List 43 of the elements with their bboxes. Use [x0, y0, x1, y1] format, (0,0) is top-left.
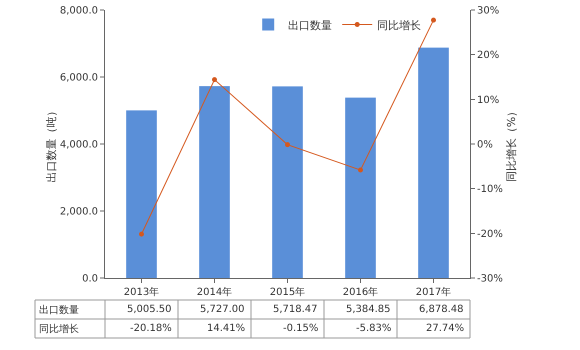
bar	[418, 48, 449, 278]
y2-tick-label: -30%	[477, 274, 503, 284]
x-tick-label: 2015年	[270, 286, 306, 298]
y2-axis-title: 同比增长（%）	[504, 106, 518, 182]
data-label: -5.83%	[356, 323, 392, 334]
data-label: 27.74%	[426, 323, 464, 334]
data-label: 5,384.85	[346, 304, 391, 315]
y-tick-label: 4,000.0	[60, 140, 98, 150]
text: 出口数量	[39, 305, 79, 316]
legend-label: 出口数量	[288, 18, 332, 32]
point	[358, 168, 363, 173]
bar	[199, 86, 230, 278]
y2-tick-label: -10%	[477, 184, 503, 196]
y-tick-label: 0.0	[82, 274, 98, 284]
y2-tick-label: 30%	[477, 6, 500, 16]
y-tick-label: 6,000.0	[60, 72, 98, 84]
data-label: 14.41%	[207, 323, 246, 334]
data-label: 6,878.48	[419, 304, 464, 315]
data-label: 5,718.47	[273, 304, 318, 315]
bar	[272, 86, 303, 278]
point	[431, 18, 436, 23]
y2-tick-label: 10%	[477, 94, 500, 106]
data-label: -0.15%	[283, 323, 318, 334]
legend-label: 同比增长	[377, 18, 422, 32]
bar	[126, 110, 157, 278]
y2-tick-label: 20%	[477, 50, 500, 62]
x-tick-label: 2014年	[196, 286, 232, 298]
x-tick-label: 2013年	[124, 286, 160, 298]
data-label: 5,005.50	[127, 304, 172, 315]
point	[212, 77, 217, 82]
y-axis-title: 出口数量（吨）	[44, 106, 58, 182]
x-tick-label: 2017年	[416, 286, 452, 298]
point	[139, 232, 144, 237]
bar	[345, 98, 376, 278]
y-tick-label: 8,000.0	[60, 6, 98, 16]
y2-tick-label: 0%	[477, 140, 493, 150]
data-label: -20.18%	[130, 323, 172, 334]
x-tick-label: 2016年	[342, 286, 378, 298]
y-tick-label: 2,000.0	[60, 206, 98, 218]
data-label: 5,727.00	[200, 304, 245, 315]
y2-tick-label: -20%	[477, 228, 503, 240]
point	[285, 142, 290, 148]
text: 同比增长	[39, 324, 79, 335]
